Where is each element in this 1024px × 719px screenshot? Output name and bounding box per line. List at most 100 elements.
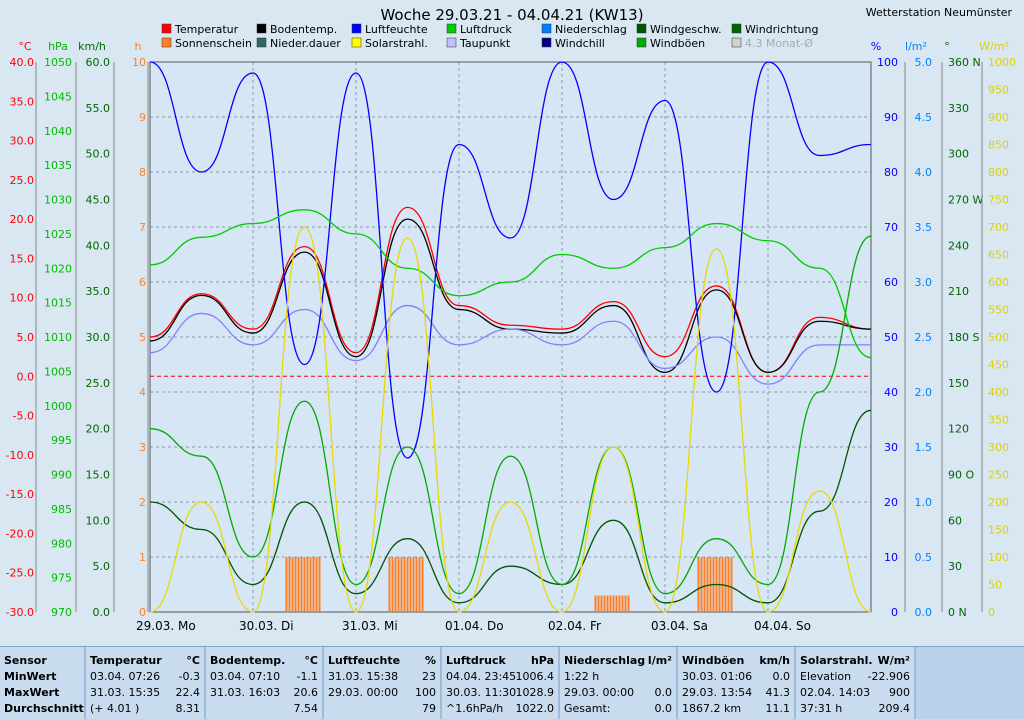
axis-tick-rain: 2.5	[915, 331, 933, 344]
summary-col-header: Temperatur °C	[90, 654, 200, 667]
legend-label: 4.3 Monat-Ø	[745, 37, 813, 50]
legend: Temperatur Bodentemp. Luftfeuchte Luftdruck…	[161, 23, 818, 50]
axis-tick-solar: 450	[988, 359, 1009, 372]
legend-swatch	[446, 37, 457, 48]
axis-tick-wind: 45.0	[86, 194, 111, 207]
axis-tick-direction: 30	[948, 560, 962, 573]
legend-label: Sonnenschein	[175, 37, 252, 50]
axis-tick-wind: 15.0	[86, 469, 111, 482]
axis-tick-temp: 35.0	[10, 95, 35, 108]
summary-col-header: Windböen km/h	[682, 654, 790, 667]
axis-tick-humidity: 60	[884, 276, 898, 289]
summary-label-max: MaxWert	[4, 686, 60, 699]
axis-tick-pressure: 1045	[44, 90, 72, 103]
legend-swatch	[541, 23, 552, 34]
series-bodentemp	[149, 218, 872, 374]
axis-tick-rain: 3.0	[915, 276, 933, 289]
axis-tick-solar: 300	[988, 441, 1009, 454]
axis-tick-pressure: 1025	[44, 228, 72, 241]
summary-cell: 37:31 h 209.4	[800, 702, 910, 715]
axis-tick-solar: 400	[988, 386, 1009, 399]
axis-tick-rain: 0.0	[915, 606, 933, 619]
summary-cell: 1:22 h	[564, 670, 600, 683]
legend-label: Luftfeuchte	[365, 23, 428, 36]
axis-tick-solar: 700	[988, 221, 1009, 234]
axis-unit-rain: l/m²	[905, 40, 927, 53]
axis-tick-temp: 0.0	[17, 370, 35, 383]
day-labels: 29.03. Mo 30.03. Di 31.03. Mi 01.04. Do 02.0…	[136, 619, 811, 633]
axis-tick-sun: 5	[139, 331, 146, 344]
axis-tick-wind: 50.0	[86, 148, 111, 161]
axis-tick-pressure: 1010	[44, 331, 72, 344]
legend-swatch	[446, 23, 457, 34]
day-label: 03.04. Sa	[651, 619, 708, 633]
axis-tick-temp: -25.0	[6, 567, 34, 580]
axis-tick-solar: 200	[988, 496, 1009, 509]
axis-unit-solar: W/m²	[979, 40, 1009, 53]
axis-tick-solar: 600	[988, 276, 1009, 289]
axis-tick-rain: 5.0	[915, 56, 933, 69]
axis-tick-solar: 800	[988, 166, 1009, 179]
axis-tick-rain: 1.5	[915, 441, 933, 454]
axis-tick-wind: 60.0	[86, 56, 111, 69]
day-label: 04.04. So	[754, 619, 811, 633]
summary-cell: 31.03. 15:35 22.4	[90, 686, 200, 699]
axis-tick-wind: 0.0	[93, 606, 111, 619]
legend-label: Temperatur	[174, 23, 239, 36]
legend-label: Bodentemp.	[270, 23, 337, 36]
series-luftfeuchte	[149, 61, 872, 459]
legend-swatch	[731, 23, 742, 34]
series-windben	[149, 235, 872, 595]
day-label: 01.04. Do	[445, 619, 504, 633]
axis-tick-pressure: 1035	[44, 159, 72, 172]
summary-cell: 29.03. 00:00 100	[328, 686, 436, 699]
axis-tick-pressure: 990	[51, 469, 72, 482]
axis-tick-pressure: 980	[51, 537, 72, 550]
axis-unit-wind: km/h	[78, 40, 106, 53]
axis-tick-pressure: 1005	[44, 365, 72, 378]
summary-col-pressure: Luftdruck hPa 04.04. 23:45 1006.4 30.03. 11:…	[442, 647, 560, 719]
summary-col-header: Luftdruck hPa	[446, 654, 554, 667]
legend-swatch	[256, 37, 267, 48]
day-label: 31.03. Mi	[342, 619, 398, 633]
legend-label: Windrichtung	[745, 23, 818, 36]
axis-tick-wind: 5.0	[93, 560, 111, 573]
axis-tick-humidity: 0	[891, 606, 898, 619]
axis-tick-solar: 750	[988, 194, 1009, 207]
axis-tick-humidity: 100	[877, 56, 898, 69]
axis-tick-wind: 30.0	[86, 331, 111, 344]
axis-tick-solar: 500	[988, 331, 1009, 344]
axis-tick-humidity: 40	[884, 386, 898, 399]
axis-tick-temp: 40.0	[10, 56, 35, 69]
summary-label-avg: Durchschnitt	[4, 702, 84, 715]
legend-label: Windböen	[650, 37, 705, 50]
axis-tick-pressure: 1020	[44, 262, 72, 275]
axis-tick-temp: -30.0	[6, 606, 34, 619]
axis-tick-temp: 15.0	[10, 252, 35, 265]
summary-cell: Elevation -22.906	[800, 670, 910, 683]
legend-label: Windchill	[555, 37, 605, 50]
axis-tick-wind: 55.0	[86, 102, 111, 115]
axis-tick-direction: 360 N	[948, 56, 981, 69]
series-luftdruck	[149, 209, 872, 359]
legend-swatch	[351, 23, 362, 34]
axis-tick-pressure: 985	[51, 503, 72, 516]
summary-cell: 1867.2 km 11.1	[682, 702, 790, 715]
axis-tick-pressure: 1015	[44, 297, 72, 310]
day-label: 30.03. Di	[239, 619, 294, 633]
axis-unit-sun: h	[135, 40, 142, 53]
axis-tick-solar: 50	[988, 579, 1002, 592]
summary-col-header: Niederschlag l/m²	[564, 654, 672, 667]
summary-cell: 04.04. 23:45 1006.4	[446, 670, 554, 683]
legend-swatch	[161, 37, 172, 48]
legend-label: Solarstrahl.	[365, 37, 428, 50]
day-label: 02.04. Fr	[548, 619, 601, 633]
axis-tick-direction: 240	[948, 239, 969, 252]
axis-tick-direction: 120	[948, 423, 969, 436]
weather-chart: °C40.035.030.025.020.015.010.05.00.0-5.0…	[5, 6, 1016, 633]
axis-tick-direction: 0 N	[948, 606, 967, 619]
station-name: Wetterstation Neumünster	[866, 6, 1013, 19]
summary-col-header: Luftfeuchte%	[328, 654, 436, 667]
summary-col-header: Solarstrahl. W/m²	[800, 654, 910, 667]
axis-tick-solar: 1000	[988, 56, 1016, 69]
